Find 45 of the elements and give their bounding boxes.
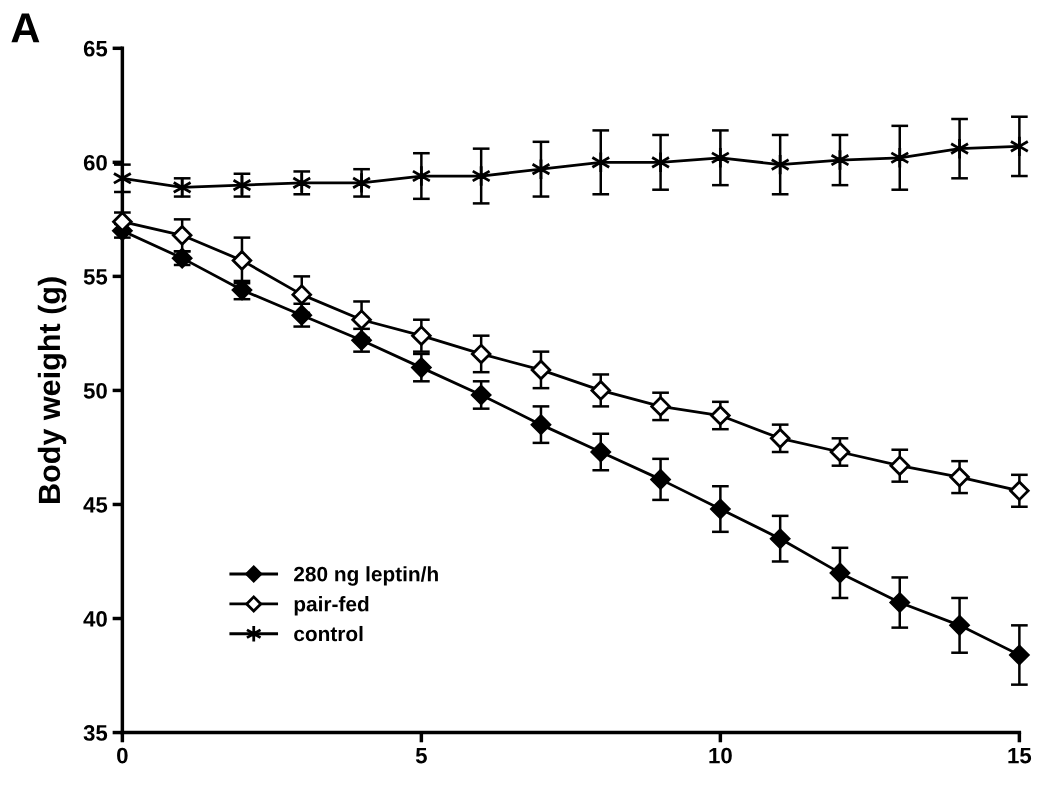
y-axis-title: Body weight (g) <box>37 277 67 503</box>
legend-label: pair-fed <box>294 596 369 616</box>
point <box>650 396 671 417</box>
point <box>710 405 731 426</box>
point <box>590 380 611 401</box>
y-tick-label: 35 <box>83 725 108 741</box>
y-tick-label: 40 <box>83 611 107 627</box>
point <box>710 146 731 169</box>
point <box>471 164 491 188</box>
x-tick-label: 5 <box>415 747 427 764</box>
y-tick-label: 65 <box>83 40 108 57</box>
point <box>1009 644 1030 666</box>
point <box>949 615 970 636</box>
point <box>889 592 910 613</box>
point <box>949 466 970 488</box>
x-tick-label: 10 <box>709 747 732 764</box>
point <box>530 414 552 435</box>
point <box>530 359 552 381</box>
point <box>889 455 910 476</box>
point <box>411 325 432 346</box>
point <box>1009 480 1030 502</box>
legend-label: control <box>294 625 363 642</box>
point <box>112 211 133 232</box>
point <box>470 343 492 365</box>
point <box>650 469 671 490</box>
point <box>769 528 791 549</box>
point <box>411 164 432 188</box>
y-tick-label: 60 <box>83 154 107 171</box>
point <box>829 562 851 584</box>
text: A <box>11 13 40 43</box>
point <box>769 428 791 449</box>
y-tick-label: 45 <box>83 497 108 513</box>
point <box>411 357 432 378</box>
x-tick-label: 15 <box>1008 747 1032 764</box>
legend-label: 280 ng leptin/h <box>294 566 438 586</box>
point <box>889 146 910 169</box>
x-tick-label: 0 <box>117 747 128 764</box>
point <box>710 498 731 520</box>
point <box>231 250 253 271</box>
point <box>351 309 372 330</box>
point <box>171 225 193 246</box>
point <box>590 441 611 463</box>
point <box>291 284 312 305</box>
y-tick-label: 55 <box>83 269 108 285</box>
y-tick-label: 50 <box>83 382 107 399</box>
